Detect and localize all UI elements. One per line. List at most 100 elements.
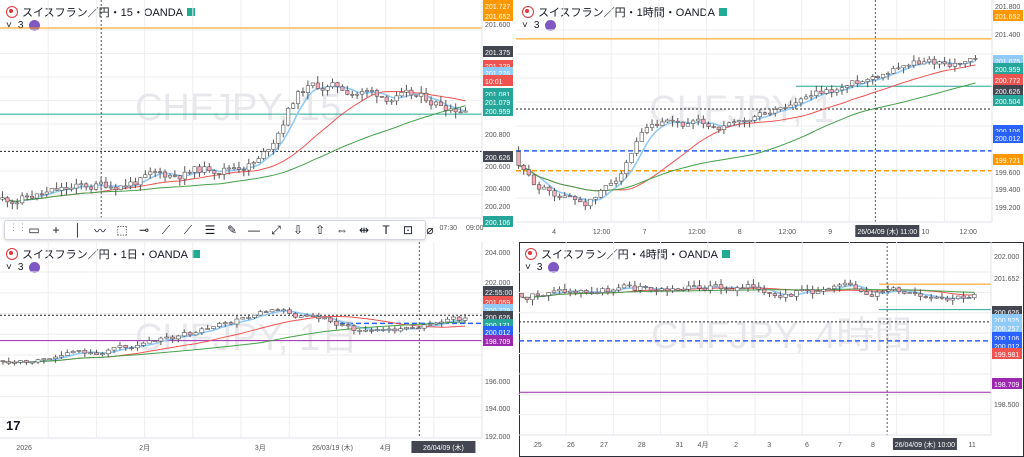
price-tag bbox=[992, 284, 1022, 295]
moving-average-line bbox=[2, 105, 466, 202]
tradingview-logo[interactable]: 17 bbox=[6, 418, 21, 433]
indicator-icon[interactable] bbox=[29, 262, 41, 273]
candle-body bbox=[886, 73, 891, 75]
price-tick-label: 194.000 bbox=[485, 406, 510, 413]
chart-panel-1d[interactable]: スイスフラン／円・1日・OANDA ˅ 3 CHFJPY, 1日 204.000 20… bbox=[0, 242, 515, 457]
candle-body bbox=[783, 107, 788, 109]
range-icon[interactable]: ⇔ bbox=[336, 223, 348, 237]
candle-body bbox=[773, 109, 778, 114]
status-icon bbox=[187, 8, 196, 16]
box-icon[interactable]: ⬚ bbox=[116, 223, 128, 237]
candle-body bbox=[6, 361, 12, 364]
candle-body bbox=[869, 294, 875, 297]
candle-body bbox=[547, 186, 552, 192]
candle-body bbox=[675, 288, 681, 291]
candle-body bbox=[737, 120, 742, 123]
candle-body bbox=[768, 112, 773, 115]
candle-body bbox=[853, 284, 858, 290]
candle-body bbox=[616, 287, 621, 291]
candle-body bbox=[386, 328, 392, 331]
chart-title: スイスフラン／円・15・OANDA bbox=[6, 4, 196, 20]
chart-panel-15m[interactable]: スイスフラン／円・15・OANDA ˅ 3 CHFJPY, 15 201.727 20… bbox=[0, 0, 515, 238]
price-tag bbox=[483, 67, 513, 78]
indicator-icon[interactable] bbox=[29, 20, 41, 31]
price-tick-label: 200.626 bbox=[485, 155, 510, 162]
cross-icon[interactable]: + bbox=[52, 223, 60, 237]
indicator-row[interactable]: ˅ 3 bbox=[6, 20, 41, 31]
drag-handle-icon[interactable]: ⋮⋮ bbox=[9, 222, 27, 232]
time-tag bbox=[892, 438, 957, 450]
price-tag bbox=[483, 326, 513, 337]
price-tick-label: 198.709 bbox=[485, 339, 510, 346]
chart-canvas[interactable]: CHFJPY, 1 201.800 201.652 201.400 55:01 201.0… bbox=[516, 0, 1024, 238]
chart-canvas[interactable]: CHFJPY, 1日204.000202.00022:55:00201.0592… bbox=[0, 242, 515, 457]
candle-body bbox=[374, 90, 379, 97]
price-tick-label: 200.959 bbox=[994, 298, 1019, 305]
indicator-icon[interactable] bbox=[548, 262, 560, 273]
ray-icon[interactable]: — bbox=[248, 223, 260, 237]
range2-icon[interactable]: ⇹ bbox=[358, 223, 370, 237]
candle-body bbox=[875, 76, 880, 79]
chevron-icon[interactable]: ˅ bbox=[6, 262, 12, 273]
candle-body bbox=[39, 193, 44, 196]
candle-body bbox=[584, 290, 589, 293]
time-tick-label: 28 bbox=[638, 442, 646, 449]
candle-body bbox=[761, 289, 767, 293]
indicator-row[interactable]: ˅ 3 bbox=[525, 262, 560, 273]
eraser-icon[interactable]: ⌀ bbox=[426, 223, 434, 237]
candle-body bbox=[462, 317, 468, 321]
chart-panel-4h[interactable]: スイスフラン／円・4時間・OANDA ˅ 3 CHFJPY, 4時間 202.000… bbox=[519, 242, 1024, 457]
brush-icon[interactable]: ⟋ bbox=[183, 222, 193, 237]
drawing-toolbar[interactable]: ⋮⋮ ▭ + │ 〰 ⬚ ⊸ ⟋ ⟋ ☰ ✎ — ⤢ ⇩ ⇧ ⇔ ⇹ T ⊡ ⌀ bbox=[4, 220, 434, 240]
candle-body bbox=[783, 293, 788, 298]
arrow-down-icon[interactable]: ⇩ bbox=[292, 223, 304, 237]
channel-icon[interactable]: ☰ bbox=[204, 223, 216, 237]
candle-body bbox=[429, 100, 434, 106]
candle-body bbox=[798, 98, 803, 104]
candle-body bbox=[589, 292, 594, 294]
measure-icon[interactable]: ⤢ bbox=[271, 222, 281, 237]
vline-icon[interactable]: │ bbox=[74, 223, 82, 237]
candle-body bbox=[363, 329, 368, 332]
text-icon[interactable]: T bbox=[382, 223, 390, 237]
candle-body bbox=[181, 332, 187, 337]
candle-body bbox=[686, 285, 691, 290]
chart-panel-1h[interactable]: スイスフラン／円・1時間・OANDA ˅ 3 CHFJPY, 1 201.800 20… bbox=[516, 0, 1024, 238]
chart-canvas[interactable]: CHFJPY, 4時間 202.000 201.652 02:55:01 200.959… bbox=[519, 242, 1024, 457]
chevron-icon[interactable]: ˅ bbox=[6, 20, 12, 31]
price-tag bbox=[483, 151, 513, 162]
candle-body bbox=[643, 286, 648, 288]
chevron-icon[interactable]: ˅ bbox=[522, 20, 528, 31]
price-tag bbox=[993, 85, 1023, 96]
hline-icon[interactable]: ⊸ bbox=[138, 223, 150, 237]
indicator-row[interactable]: ˅ 3 bbox=[522, 20, 557, 31]
candle-body bbox=[234, 318, 240, 325]
candle-body bbox=[751, 284, 756, 288]
candle-body bbox=[369, 329, 374, 332]
trendline-icon[interactable]: ⟋ bbox=[161, 222, 171, 237]
candle-body bbox=[778, 295, 783, 298]
candle-body bbox=[287, 309, 292, 314]
candle-body bbox=[263, 311, 269, 313]
candle-body bbox=[696, 118, 701, 122]
candle-body bbox=[128, 181, 133, 187]
indicator-icon[interactable] bbox=[545, 20, 557, 31]
price-tick-label: 201.400 bbox=[995, 32, 1020, 39]
candle-body bbox=[850, 80, 855, 87]
candle-body bbox=[772, 293, 778, 296]
candle-body bbox=[222, 167, 227, 175]
candle-body bbox=[379, 96, 384, 98]
chart-title: スイスフラン／円・1時間・OANDA bbox=[522, 4, 727, 20]
price-tick-label: 201.652 bbox=[485, 14, 510, 21]
fib-icon[interactable]: ⊡ bbox=[402, 223, 414, 237]
indicator-row[interactable]: ˅ 3 bbox=[6, 262, 41, 273]
chevron-icon[interactable]: ˅ bbox=[525, 262, 531, 273]
rect-icon[interactable]: ▭ bbox=[28, 223, 40, 237]
candle-body bbox=[531, 174, 537, 185]
price-tag bbox=[992, 340, 1022, 351]
pen-icon[interactable]: ✎ bbox=[226, 223, 238, 237]
arrow-up-icon[interactable]: ⇧ bbox=[314, 223, 326, 237]
pattern-icon[interactable]: 〰 bbox=[93, 223, 106, 238]
candle-body bbox=[726, 122, 732, 127]
